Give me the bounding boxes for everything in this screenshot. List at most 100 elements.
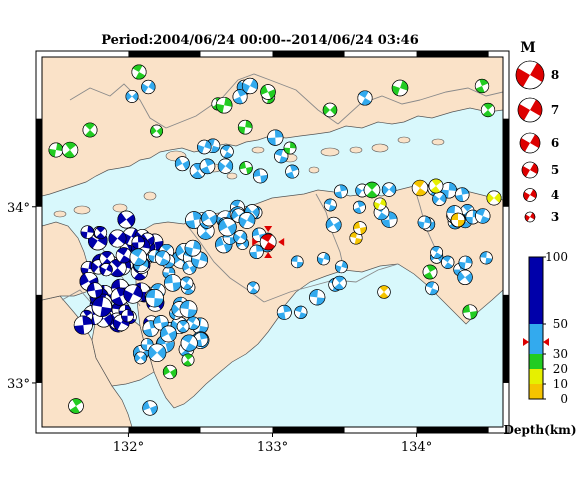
- focal-mechanism: [377, 285, 391, 299]
- focal-mechanism: [373, 197, 387, 211]
- focal-mechanism: [411, 179, 429, 197]
- focal-mechanism: [108, 229, 127, 248]
- island: [143, 191, 157, 201]
- main-event[interactable]: [252, 226, 285, 258]
- focal-mechanism: [241, 77, 259, 95]
- focal-mechanism: [274, 149, 289, 164]
- focal-mechanism: [131, 235, 145, 249]
- land-region: [42, 57, 503, 197]
- axis-ticks: 132° 133° 134° 34° 33°: [7, 201, 432, 455]
- focal-mechanism: [322, 102, 338, 118]
- prefecture-border: [269, 79, 339, 125]
- depth-marker: [543, 338, 549, 346]
- epicenter-marker: [264, 226, 273, 232]
- lon-tick-label: 134°: [401, 440, 432, 455]
- focal-mechanism: [123, 284, 143, 304]
- focal-mechanism: [334, 184, 348, 199]
- magnitude-legend-label: 6: [551, 136, 559, 150]
- island: [308, 166, 320, 174]
- focal-mechanism: [181, 353, 195, 367]
- focal-mechanism: [179, 300, 198, 318]
- depth-color-segment: [529, 257, 543, 324]
- focal-mechanism: [180, 334, 198, 352]
- depth-tick-label: 10: [553, 377, 568, 391]
- focal-mechanism: [332, 275, 347, 291]
- epicenter-marker: [252, 238, 259, 246]
- magnitude-legend-label: 5: [551, 163, 559, 177]
- focal-mechanism: [474, 78, 490, 94]
- focal-mechanism: [276, 304, 292, 320]
- island: [320, 147, 340, 157]
- epicenter-marker: [264, 252, 273, 258]
- focal-mechanism: [352, 200, 366, 214]
- focal-mechanism: [249, 244, 264, 259]
- focal-mechanism: [176, 320, 190, 333]
- focal-mechanism: [121, 309, 134, 323]
- depth-tick-label: 100: [545, 250, 568, 264]
- focal-mechanism: [145, 288, 164, 308]
- island: [251, 146, 265, 154]
- magnitude-legend-label: 3: [551, 210, 559, 224]
- focal-mechanism: [353, 221, 367, 235]
- focal-mechanism: [87, 282, 103, 299]
- focal-mechanism: [174, 156, 190, 172]
- focal-mechanism: [309, 289, 326, 306]
- focal-mechanism: [185, 211, 203, 229]
- focal-mechanism: [259, 233, 277, 251]
- focal-mechanism: [197, 139, 212, 155]
- focal-mechanism: [125, 90, 139, 103]
- focal-mechanism: [480, 102, 496, 118]
- island: [431, 138, 445, 146]
- focal-mechanism: [441, 255, 455, 269]
- focal-mechanism: [523, 188, 537, 202]
- focal-mechanism: [131, 64, 147, 80]
- prefecture-border: [69, 83, 167, 129]
- magnitude-legend-label: 8: [551, 68, 559, 82]
- focal-mechanism: [147, 343, 167, 362]
- focal-mechanism: [134, 351, 147, 365]
- focal-mechanism: [82, 122, 98, 138]
- focal-mechanism: [475, 208, 491, 224]
- focal-mechanism: [317, 252, 331, 266]
- lon-tick-label: 133°: [257, 440, 288, 455]
- focal-mechanism: [428, 178, 444, 194]
- focal-mechanism: [180, 276, 194, 290]
- focal-mechanism: [164, 274, 182, 292]
- focal-mechanism: [232, 89, 248, 105]
- lat-tick-label: 34°: [7, 201, 30, 216]
- focal-mechanism: [61, 141, 79, 159]
- focal-mechanism: [94, 226, 108, 240]
- focal-mechanism: [68, 398, 84, 414]
- focal-mechanism: [218, 217, 237, 237]
- depth-tick-label: 30: [553, 347, 568, 361]
- focal-mechanism: [462, 304, 478, 320]
- focal-mechanism: [162, 364, 178, 380]
- lon-tick-label: 132°: [113, 440, 144, 455]
- focal-mechanism: [48, 142, 64, 158]
- focal-mechanism: [381, 182, 397, 197]
- depth-color-segment: [529, 354, 543, 369]
- focal-mechanism: [220, 144, 234, 159]
- focal-mechanism: [515, 60, 545, 90]
- focal-mechanism: [450, 212, 466, 228]
- island: [349, 146, 363, 154]
- focal-mechanism: [267, 129, 284, 146]
- focal-mechanism: [238, 212, 256, 229]
- focal-mechanism: [294, 305, 308, 319]
- island: [53, 210, 67, 218]
- focal-mechanism: [458, 255, 473, 270]
- focal-mechanism: [391, 79, 409, 97]
- focal-mechanism: [186, 316, 200, 330]
- depth-marker: [523, 338, 529, 346]
- focal-mechanism: [486, 190, 502, 206]
- focal-mechanism: [129, 248, 147, 266]
- focal-mechanism: [454, 187, 470, 202]
- prefecture-border: [337, 95, 421, 125]
- map-frame: [35, 50, 510, 434]
- focal-mechanism: [201, 210, 218, 227]
- depth-color-segment: [529, 324, 543, 354]
- focal-mechanism: [233, 230, 248, 245]
- island: [371, 143, 389, 153]
- depth-tick-label: 50: [553, 317, 568, 331]
- focal-mechanism: [80, 225, 95, 239]
